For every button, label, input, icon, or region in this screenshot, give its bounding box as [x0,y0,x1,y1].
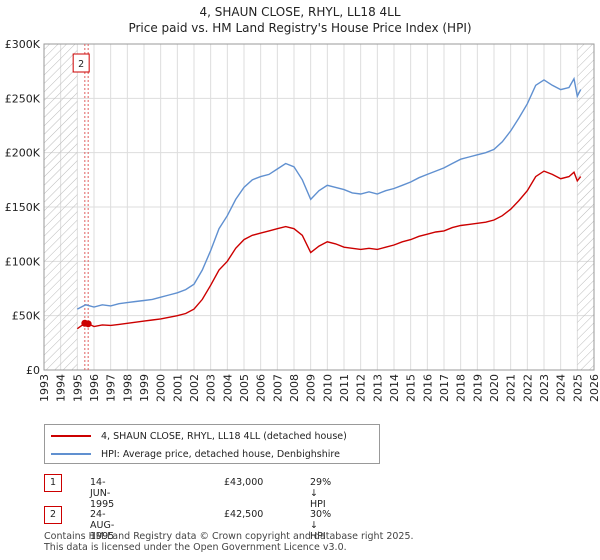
x-tick-label: 2000 [155,374,168,402]
x-tick-label: 1993 [38,374,51,402]
x-tick-label: 1995 [71,374,84,402]
x-tick-label: 2024 [555,374,568,402]
hatched-region [577,44,594,370]
footer-copyright: Contains HM Land Registry data © Crown c… [44,531,414,542]
legend-label: 4, SHAUN CLOSE, RHYL, LL18 4LL (detached… [101,430,347,442]
x-tick-label: 1996 [88,374,101,402]
sale-date: 24-AUG-1995 [90,509,115,542]
chart-subtitle: Price paid vs. HM Land Registry's House … [128,21,472,35]
x-tick-label: 2015 [405,374,418,402]
chart-title: 4, SHAUN CLOSE, RHYL, LL18 4LL [199,5,401,19]
x-tick-label: 2012 [355,374,368,402]
x-tick-label: 2022 [521,374,534,402]
property-line-swatch [51,435,91,437]
x-tick-label: 1997 [105,374,118,402]
plot-border [43,43,595,371]
legend: 4, SHAUN CLOSE, RHYL, LL18 4LL (detached… [44,424,380,464]
x-tick-label: 2017 [438,374,451,402]
x-tick-label: 2010 [321,374,334,402]
footer-license: This data is licensed under the Open Gov… [44,542,347,553]
x-tick-label: 2019 [471,374,484,402]
x-tick-label: 2003 [205,374,218,402]
property-series-line [76,170,582,330]
y-tick-label: £150K [5,201,41,214]
sale-price: £43,000 [224,477,264,488]
x-tick-label: 2005 [238,374,251,402]
x-tick-label: 2011 [338,374,351,402]
legend-label: HPI: Average price, detached house, Denb… [101,448,340,460]
x-tick-label: 2009 [305,374,318,402]
x-tick-label: 2004 [221,374,234,402]
x-tick-label: 2016 [421,374,434,402]
hpi-line-swatch [51,453,91,455]
y-tick-label: £250K [5,92,41,105]
y-tick-label: £0 [26,364,40,377]
x-tick-label: 2002 [188,374,201,402]
y-tick-label: £300K [5,38,41,51]
x-tick-label: 2007 [271,374,284,402]
y-tick-label: £50K [12,310,41,323]
sale-callout-label: 2 [78,59,84,70]
sale-hpi-diff: 30% ↓ HPI [310,509,332,542]
sale-hpi-diff: 29% ↓ HPI [310,477,332,510]
x-tick-label: 2021 [505,374,518,402]
y-tick-label: £200K [5,147,41,160]
sale-callout-box [72,53,90,73]
x-tick-label: 1999 [138,374,151,402]
x-tick-label: 2023 [538,374,551,402]
hatched-region [44,44,78,370]
sale-marker: 2 [44,506,62,524]
x-tick-label: 2014 [388,374,401,402]
sale-point [84,320,92,328]
x-tick-label: 2006 [255,374,268,402]
hpi-series-line [76,76,582,310]
price-chart: 2 £0 £50K £100K £150K £200K £250K £300K 1993 1994… [5,38,600,402]
sale-date: 14-JUN-1995 [90,477,115,510]
x-tick-label: 2025 [571,374,584,402]
x-tick-label: 2020 [488,374,501,402]
x-tick-label: 2026 [588,374,600,402]
legend-item-hpi: HPI: Average price, detached house, Denb… [45,445,340,463]
legend-item-property: 4, SHAUN CLOSE, RHYL, LL18 4LL (detached… [45,427,347,445]
y-tick-label: £100K [5,255,41,268]
x-tick-label: 2018 [455,374,468,402]
sale-marker: 1 [44,474,62,492]
x-tick-label: 1998 [121,374,134,402]
x-tick-label: 2013 [371,374,384,402]
x-tick-label: 2001 [171,374,184,402]
x-tick-label: 1994 [55,374,68,402]
sale-price: £42,500 [224,509,264,520]
x-tick-label: 2008 [288,374,301,402]
